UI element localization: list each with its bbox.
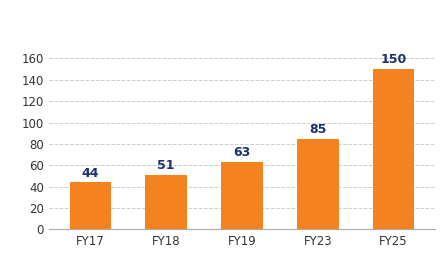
Bar (146, 175, 187, 229)
Text: Indian biotechnology industry valuation (US$ billion): Indian biotechnology industry valuation … (0, 14, 444, 29)
Bar (70, 182, 111, 229)
Text: 63: 63 (234, 146, 250, 159)
Text: 51: 51 (158, 159, 175, 172)
Bar (297, 139, 339, 229)
Text: 44: 44 (82, 167, 99, 180)
Text: 150: 150 (381, 54, 407, 66)
Text: 85: 85 (309, 123, 326, 136)
Bar (221, 162, 263, 229)
Bar (373, 69, 414, 229)
